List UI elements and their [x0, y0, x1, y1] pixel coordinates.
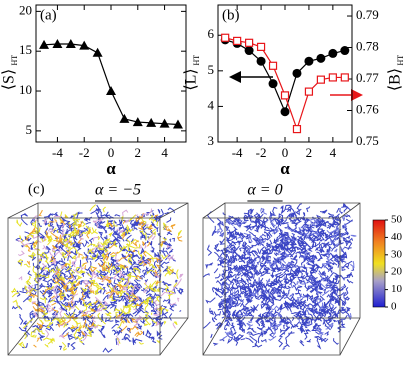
axis-label-main: ⟨B⟩ [387, 68, 404, 91]
marker [292, 124, 302, 134]
panel-label: (a) [40, 7, 57, 23]
axis-label-main: ⟨S⟩ [1, 69, 18, 90]
axis-label: ⟨B⟩ HT [387, 55, 405, 91]
y2-tick-label: 0.76 [356, 101, 379, 116]
marker [221, 33, 230, 42]
y-tick-label: 15 [19, 42, 32, 57]
filaments [24, 209, 183, 348]
y-tick-label: 3 [208, 133, 215, 148]
marker [340, 46, 350, 56]
marker [304, 56, 314, 66]
y-tick-label: 6 [208, 26, 215, 41]
x-tick-label: -2 [256, 145, 267, 160]
marker [256, 42, 266, 51]
series-line [225, 39, 345, 114]
marker [39, 39, 50, 49]
axis-label-subscript: HT [192, 55, 201, 66]
marker [256, 56, 266, 66]
colorbar-tick-label: 0 [391, 301, 397, 313]
filaments [217, 207, 357, 351]
x-tick-label: 4 [330, 145, 337, 160]
y-tick-label: 10 [19, 82, 32, 97]
axis-label-subscript: HT [10, 55, 19, 66]
marker [316, 75, 325, 84]
axis-label: ⟨S⟩ HT [1, 55, 19, 90]
panel-label: (c) [28, 181, 45, 197]
y-tick-label: 5 [208, 62, 215, 77]
series-line [44, 43, 178, 126]
x-axis-label: α [280, 159, 290, 178]
axis-label-subscript: HT [396, 55, 405, 66]
x-tick-label: 0 [108, 145, 115, 160]
marker [146, 117, 157, 127]
colorbar [372, 219, 386, 308]
x-tick-label: 2 [306, 145, 313, 160]
y2-tick-label: 0.75 [356, 133, 379, 148]
marker [233, 36, 242, 46]
x-tick-label: 4 [161, 145, 168, 160]
y2-tick-label: 0.77 [356, 70, 379, 85]
marker [316, 53, 326, 63]
marker [106, 86, 116, 96]
marker [328, 73, 337, 82]
marker [244, 46, 254, 56]
x-tick-label: 0 [282, 145, 289, 160]
colorbar-tick-label: 30 [391, 248, 403, 260]
marker [92, 47, 103, 57]
x-tick-label: -2 [79, 145, 90, 160]
y2-tick-label: 0.79 [356, 7, 379, 22]
colorbar-tick-label: 10 [391, 283, 403, 295]
y2-tick-label: 0.78 [356, 39, 379, 54]
marker [340, 73, 349, 82]
x-tick-label: -4 [52, 145, 63, 160]
marker [268, 79, 278, 89]
marker [328, 48, 338, 58]
view-title: α = −5 [95, 182, 141, 199]
marker [292, 68, 302, 78]
x-axis-label: α [106, 159, 116, 178]
panel-label: (b) [222, 7, 240, 23]
colorbar-tick-label: 50 [391, 214, 403, 226]
colorbar-tick-label: 40 [391, 231, 403, 243]
view-title: α = 0 [247, 182, 282, 199]
marker [119, 113, 130, 123]
cube-edges [202, 202, 361, 356]
y-tick-label: 5 [26, 122, 33, 137]
cube-edges [7, 202, 189, 356]
marker [159, 118, 170, 128]
marker [304, 87, 314, 96]
colorbar-tick-label: 20 [391, 266, 403, 278]
marker [172, 119, 183, 129]
x-tick-label: -4 [232, 145, 243, 160]
axis-label: ⟨L⟩ HT [183, 55, 201, 91]
marker [280, 91, 290, 100]
marker [52, 39, 63, 49]
marker [245, 38, 254, 47]
marker [280, 107, 290, 117]
axis-label-main: ⟨L⟩ [183, 68, 200, 90]
marker [79, 40, 90, 50]
marker [268, 61, 278, 70]
marker [65, 39, 76, 49]
marker [132, 117, 143, 127]
y-tick-label: 20 [19, 2, 32, 17]
y-tick-label: 4 [208, 97, 215, 112]
filaments [202, 202, 355, 350]
x-tick-label: 2 [135, 145, 142, 160]
filaments [17, 208, 184, 346]
